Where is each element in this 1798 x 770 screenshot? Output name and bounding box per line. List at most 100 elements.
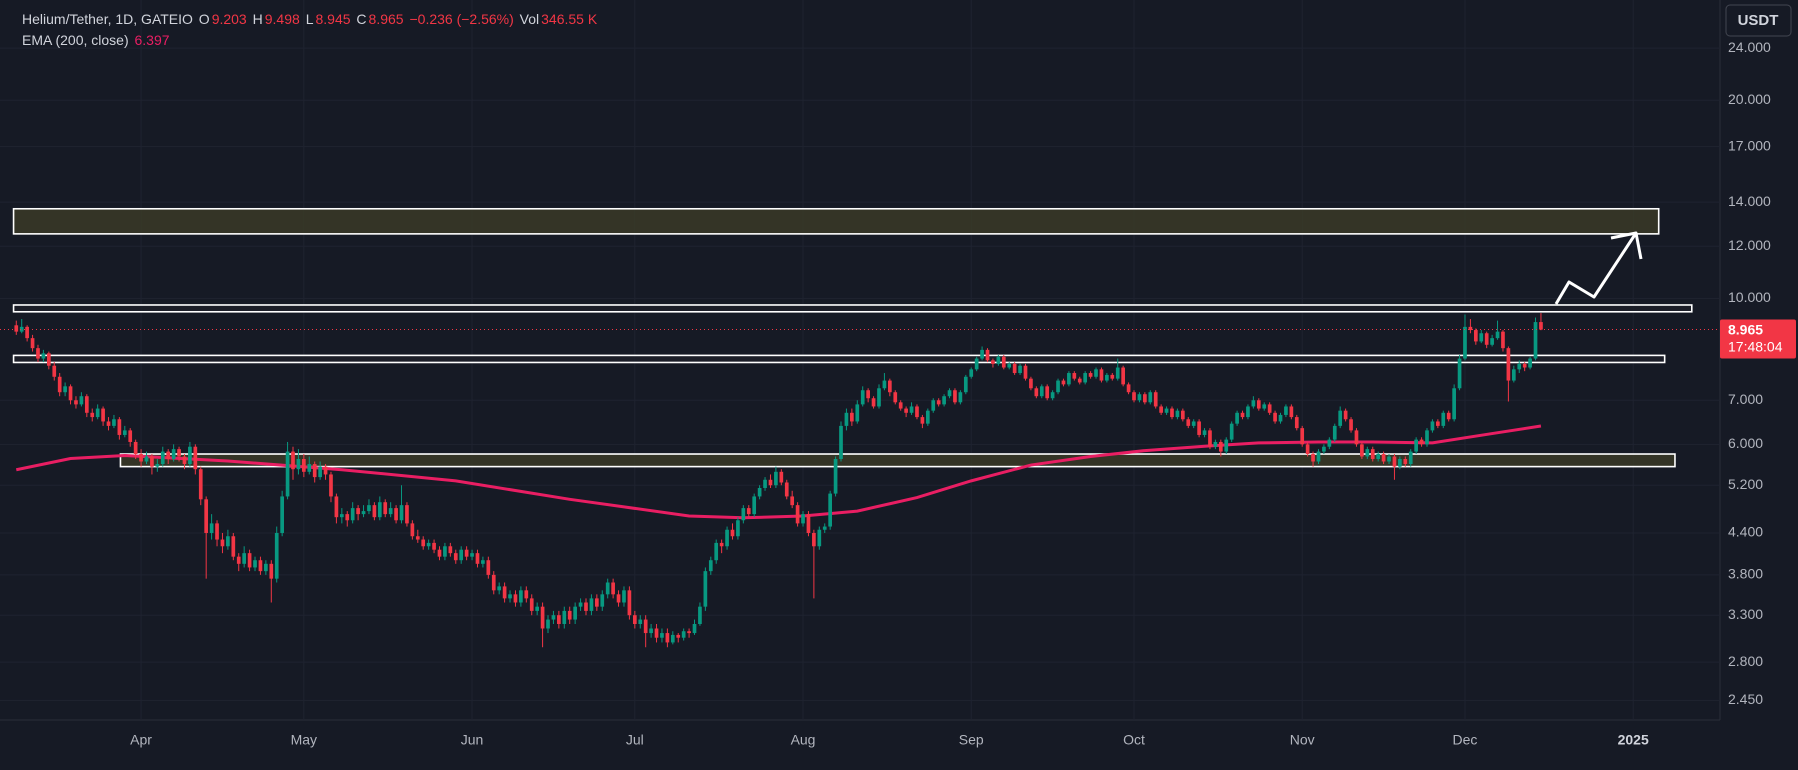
volume: 346.55 K [541, 11, 598, 27]
candle-body [171, 449, 176, 459]
candle-body [1246, 406, 1250, 418]
candle-body [312, 464, 317, 478]
candle-body [741, 508, 746, 521]
candle-body [1202, 430, 1207, 435]
candle-body [1007, 363, 1012, 368]
candle-body [150, 456, 154, 467]
candle-body [1115, 367, 1120, 379]
candle-body [1528, 358, 1532, 368]
candle-body [1430, 421, 1435, 431]
candle-body [1039, 386, 1044, 397]
candle-body [595, 598, 599, 607]
candle-body [437, 549, 442, 557]
candle-body [985, 349, 990, 361]
candle-body [1235, 412, 1239, 424]
candle-body [1159, 406, 1163, 413]
candle-body [519, 590, 523, 603]
candle-body [611, 582, 615, 595]
candle-body [524, 590, 529, 599]
candle-body [1099, 369, 1104, 381]
candle-body [405, 505, 409, 524]
candle-body [1332, 425, 1337, 440]
indicator-value: 6.397 [134, 32, 170, 48]
candle-body [866, 390, 870, 399]
candle-body [1311, 454, 1315, 462]
y-tick-label: 3.800 [1728, 566, 1763, 582]
candle-body [1256, 400, 1261, 409]
candle-body [1408, 451, 1413, 465]
candle-body [1403, 458, 1408, 465]
candle-body [25, 326, 29, 339]
candle-body [1479, 333, 1484, 342]
y-tick-label: 3.300 [1728, 606, 1763, 622]
candle-body [160, 451, 165, 465]
candle-body [1370, 449, 1375, 459]
legend: Helium/Tether, 1D, GATEIO O 9.203 H 9.498 … [22, 9, 599, 51]
candle-body [481, 560, 485, 564]
candle-body [1387, 456, 1391, 462]
candle-body [79, 396, 84, 405]
candle-body [318, 466, 322, 478]
candle-body [1343, 410, 1348, 420]
candle-body [1197, 421, 1201, 435]
candle-body [529, 598, 534, 611]
indicator: EMA (200, close) [22, 32, 129, 48]
candle-body [133, 441, 138, 455]
candle-body [1208, 430, 1212, 447]
candle-body [996, 356, 1001, 364]
candle-body [1414, 439, 1418, 452]
candle-body [649, 628, 653, 634]
candle-body [828, 493, 833, 527]
currency[interactable]: USDT [1738, 12, 1779, 29]
candle-body [1398, 458, 1402, 467]
candle-body [812, 532, 816, 547]
candle-body [464, 549, 469, 557]
candle-body [535, 606, 540, 611]
candle-body [557, 615, 561, 624]
x-tick-label: Aug [791, 732, 816, 748]
candle-body [356, 508, 360, 515]
zone [12, 304, 1693, 313]
y-tick-label: 4.400 [1728, 524, 1763, 540]
candle-body [953, 390, 957, 403]
candle-body [1164, 408, 1169, 413]
ohlc-label: L [305, 11, 314, 27]
zone [12, 207, 1660, 235]
candle-body [980, 349, 984, 359]
candle-body [1506, 348, 1511, 381]
candle-body [1072, 373, 1077, 379]
candle-body [1137, 394, 1142, 401]
candle-body [1018, 365, 1022, 374]
candle-body [470, 553, 474, 557]
candle-body [887, 380, 892, 393]
candle-body [616, 594, 621, 603]
candle-body [1218, 441, 1223, 452]
candle-body [166, 451, 171, 459]
symbol: Helium/Tether, 1D, GATEIO [22, 11, 193, 27]
candle-body [459, 549, 464, 561]
ohlc-label: C [356, 11, 367, 27]
candle-body [844, 412, 849, 426]
candle-body [486, 560, 491, 575]
candle-body [1153, 392, 1158, 407]
candle-body [339, 514, 344, 518]
candle-body [198, 469, 203, 500]
candle-body [822, 526, 827, 530]
candle-body [1126, 384, 1131, 393]
candle-body [817, 529, 822, 547]
candle-body [1327, 439, 1332, 447]
price-label: 8.965 [1728, 321, 1763, 337]
candle-body [1468, 326, 1473, 331]
candle-body [877, 388, 881, 407]
candle-body [1381, 454, 1386, 462]
candle-body [1056, 380, 1060, 393]
candle-body [638, 619, 643, 624]
candle-body [1213, 441, 1218, 447]
candle-body [622, 590, 626, 603]
currency-button[interactable] [1725, 4, 1792, 37]
candle-body [383, 502, 388, 515]
candle-body [806, 514, 811, 533]
candle-body [573, 606, 577, 620]
candle-body [269, 563, 274, 579]
candle-body [763, 479, 767, 488]
